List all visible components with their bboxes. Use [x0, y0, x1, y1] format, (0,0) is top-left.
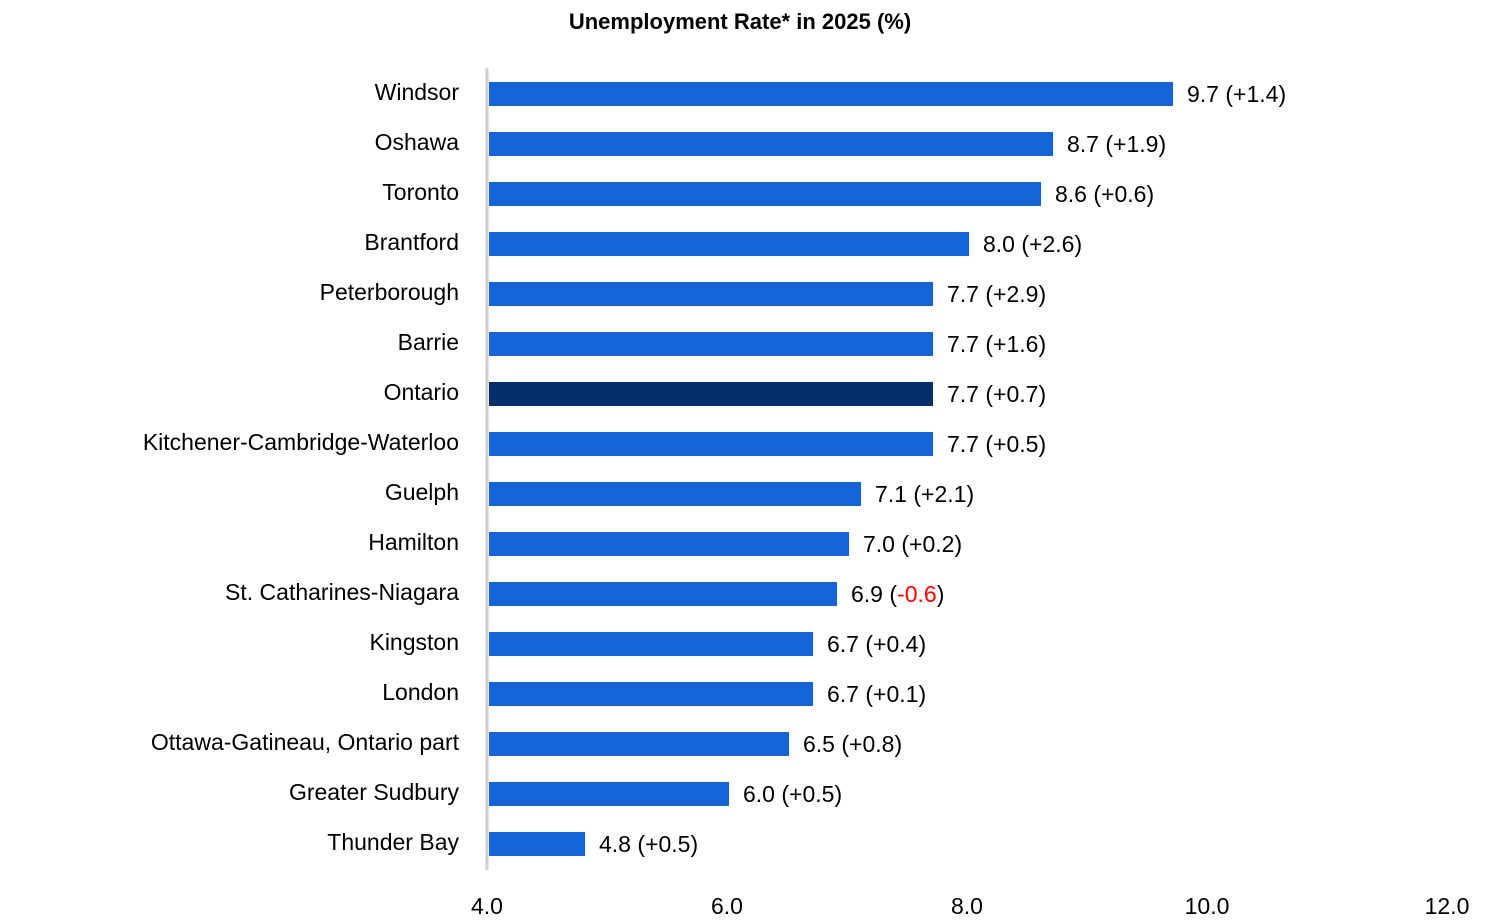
value-text: 6.7: [827, 631, 859, 657]
change-text: +0.2: [909, 531, 954, 557]
value-text: 7.1: [875, 481, 907, 507]
bar: [489, 132, 1053, 156]
category-label: Greater Sudbury: [289, 779, 460, 805]
change-text: +1.6: [993, 331, 1038, 357]
category-label: Kingston: [369, 629, 459, 655]
bar: [489, 632, 813, 656]
value-text: 7.0: [863, 531, 895, 557]
value-text: 8.6: [1055, 181, 1087, 207]
bar: [489, 532, 849, 556]
value-label: 7.1 (+2.1): [875, 481, 974, 507]
category-label: Brantford: [364, 229, 459, 255]
value-text: 6.9: [851, 581, 883, 607]
value-label: 6.7 (+0.1): [827, 681, 926, 707]
category-label: Thunder Bay: [327, 829, 459, 855]
x-tick-label: 10.0: [1185, 893, 1230, 919]
value-label: 9.7 (+1.4): [1187, 81, 1286, 107]
value-label: 4.8 (+0.5): [599, 831, 698, 857]
value-label: 6.5 (+0.8): [803, 731, 902, 757]
category-label: Peterborough: [320, 279, 459, 305]
change-text: +0.5: [993, 431, 1038, 457]
value-label: 8.7 (+1.9): [1067, 131, 1166, 157]
value-text: 9.7: [1187, 81, 1219, 107]
change-text: +2.9: [993, 281, 1038, 307]
change-text: +2.6: [1029, 231, 1074, 257]
category-label: Barrie: [398, 329, 459, 355]
x-tick-label: 12.0: [1425, 893, 1470, 919]
bar: [489, 282, 933, 306]
value-label: 8.6 (+0.6): [1055, 181, 1154, 207]
bar: [489, 682, 813, 706]
change-text: +0.1: [873, 681, 918, 707]
value-text: 8.7: [1067, 131, 1099, 157]
x-tick-label: 4.0: [471, 893, 503, 919]
category-label: Kitchener-Cambridge-Waterloo: [143, 429, 459, 455]
bar: [489, 482, 861, 506]
value-text: 7.7: [947, 431, 979, 457]
value-text: 6.0: [743, 781, 775, 807]
bar: [489, 782, 729, 806]
value-label: 6.0 (+0.5): [743, 781, 842, 807]
category-label: St. Catharines-Niagara: [225, 579, 459, 605]
category-label: Oshawa: [375, 129, 460, 155]
value-text: 7.7: [947, 381, 979, 407]
value-label: 7.7 (+0.5): [947, 431, 1046, 457]
bar: [489, 382, 933, 406]
category-label: London: [382, 679, 459, 705]
change-text: +0.5: [789, 781, 834, 807]
change-text: +0.8: [849, 731, 894, 757]
change-text: +0.6: [1101, 181, 1146, 207]
change-text: +0.7: [993, 381, 1038, 407]
bar: [489, 82, 1173, 106]
category-label: Ottawa-Gatineau, Ontario part: [151, 729, 460, 755]
bar: [489, 732, 789, 756]
bar: [489, 232, 969, 256]
value-label: 7.7 (+2.9): [947, 281, 1046, 307]
x-tick-label: 8.0: [951, 893, 983, 919]
category-label: Hamilton: [368, 529, 459, 555]
x-tick-label: 6.0: [711, 893, 743, 919]
value-label: 7.0 (+0.2): [863, 531, 962, 557]
bar: [489, 432, 933, 456]
value-label: 7.7 (+1.6): [947, 331, 1046, 357]
category-label: Guelph: [385, 479, 459, 505]
category-label: Windsor: [375, 79, 460, 105]
bar: [489, 182, 1041, 206]
change-text: +0.5: [645, 831, 690, 857]
bar: [489, 332, 933, 356]
change-text: +1.4: [1233, 81, 1279, 107]
value-label: 6.9 (-0.6): [851, 581, 944, 607]
category-label: Ontario: [384, 379, 459, 405]
bar: [489, 832, 585, 856]
value-text: 7.7: [947, 331, 979, 357]
value-text: 7.7: [947, 281, 979, 307]
value-label: 6.7 (+0.4): [827, 631, 926, 657]
change-text: +0.4: [873, 631, 919, 657]
category-label: Toronto: [382, 179, 459, 205]
value-text: 6.5: [803, 731, 835, 757]
value-label: 8.0 (+2.6): [983, 231, 1082, 257]
change-text: -0.6: [897, 581, 937, 607]
chart-title: Unemployment Rate* in 2025 (%): [569, 9, 911, 34]
value-text: 4.8: [599, 831, 631, 857]
value-text: 8.0: [983, 231, 1015, 257]
value-label: 7.7 (+0.7): [947, 381, 1046, 407]
bar: [489, 582, 837, 606]
value-text: 6.7: [827, 681, 859, 707]
change-text: +2.1: [921, 481, 966, 507]
change-text: +1.9: [1113, 131, 1158, 157]
